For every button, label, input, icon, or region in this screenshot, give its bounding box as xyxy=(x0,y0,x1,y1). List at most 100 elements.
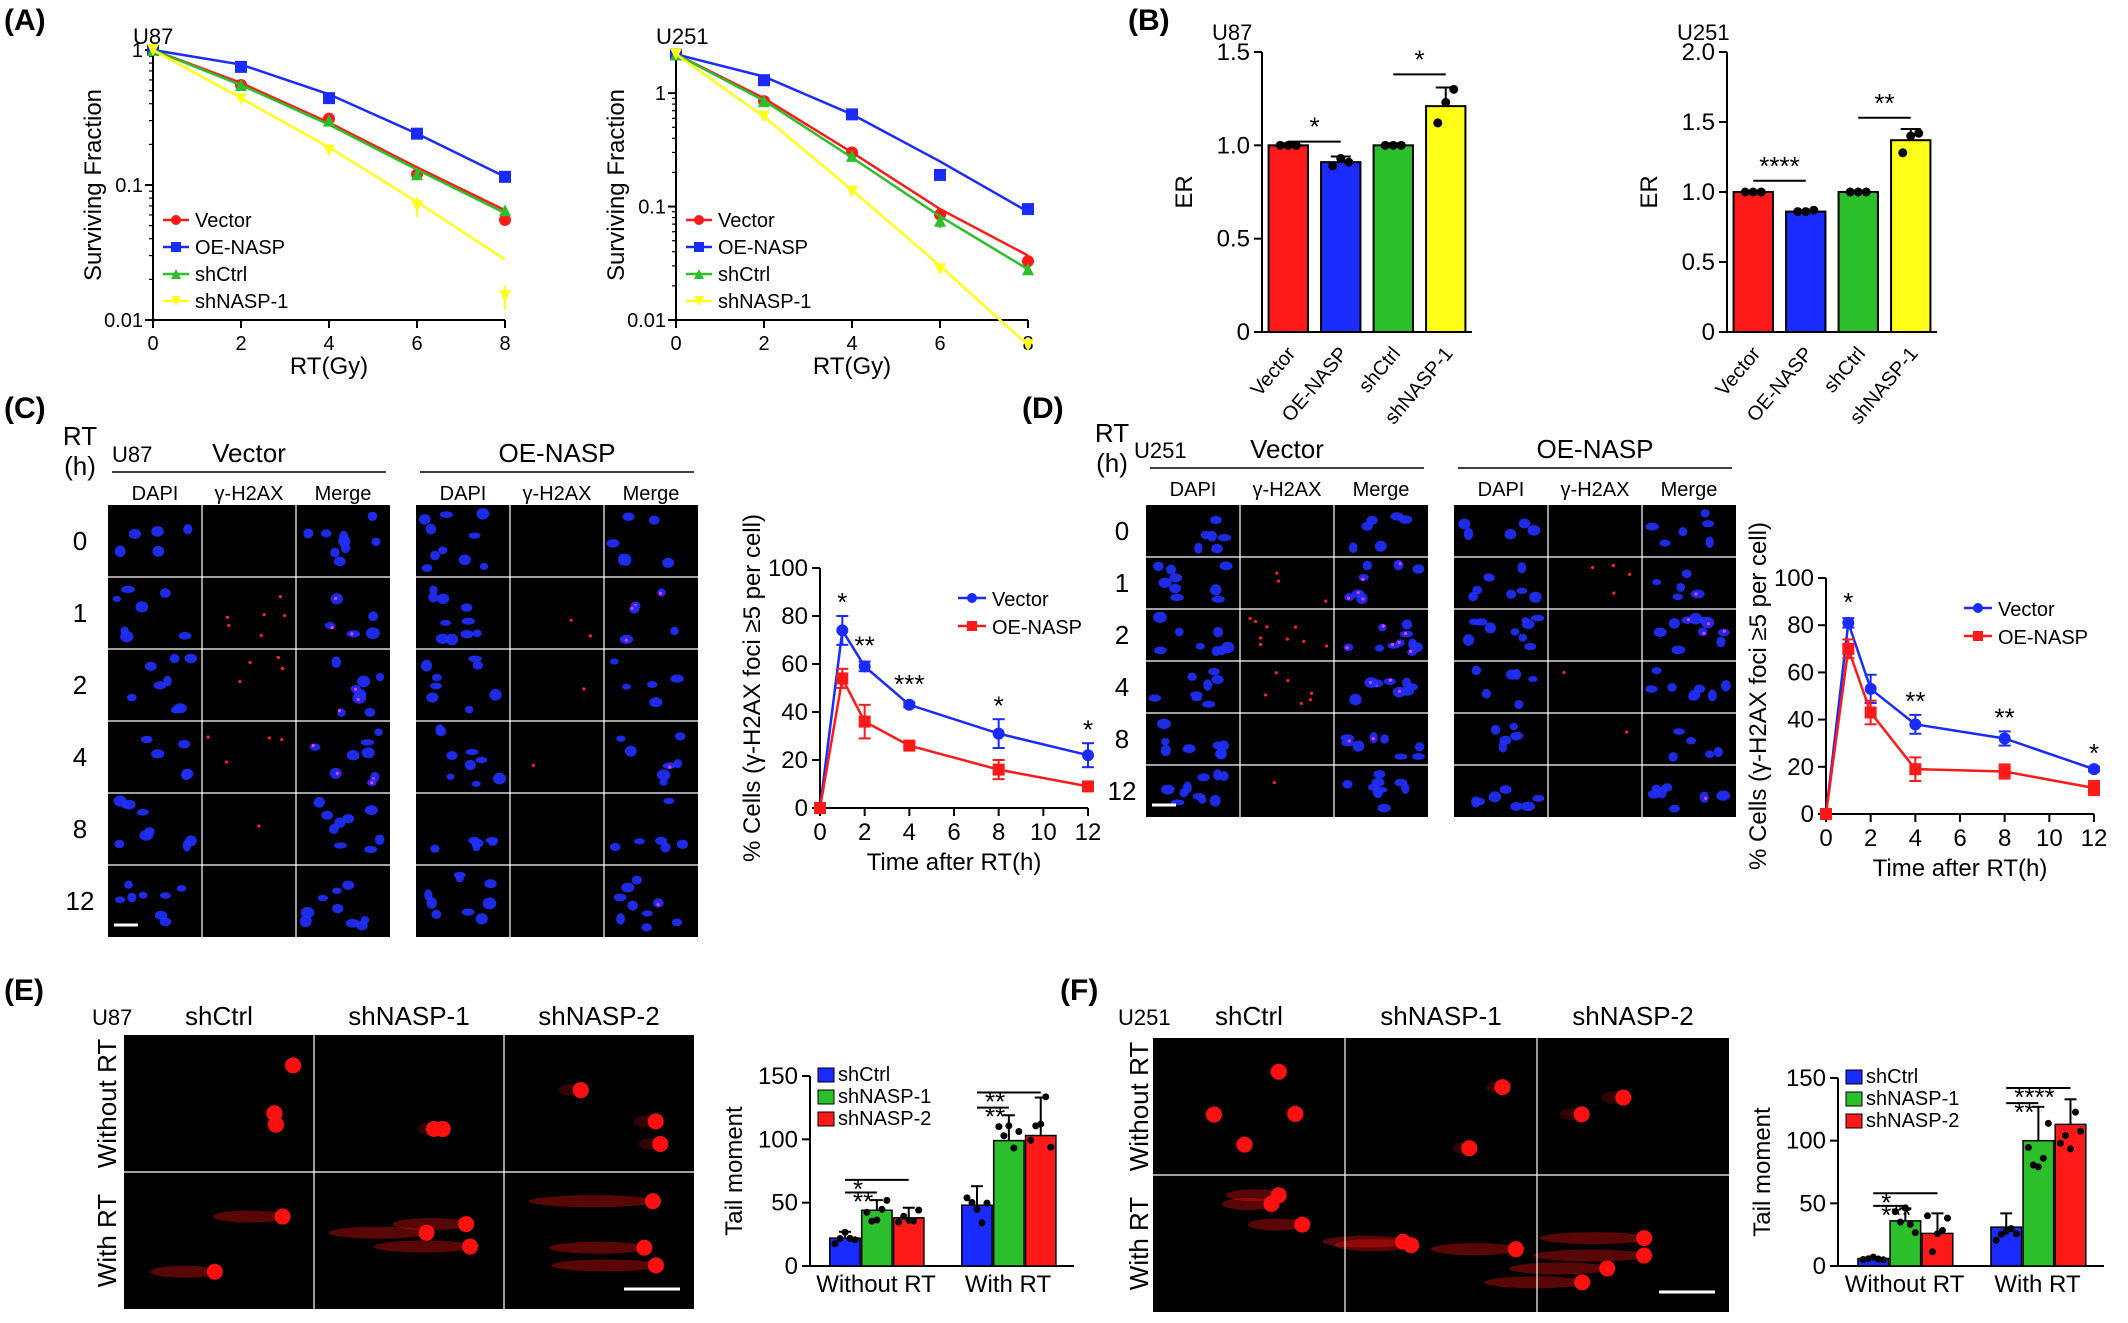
cell-line-label: U251 xyxy=(1677,20,1730,45)
y-tick-label: 0 xyxy=(1813,1253,1826,1280)
nucleus xyxy=(606,539,620,548)
nucleus xyxy=(465,748,479,756)
foci xyxy=(1397,640,1401,645)
if-oe-nasp-image-cell xyxy=(613,875,683,932)
if-vector-image-cell xyxy=(126,653,198,714)
nucleus xyxy=(624,745,637,757)
data-point-shctrl xyxy=(411,168,423,181)
if-vector-image-cell xyxy=(1343,619,1423,656)
nucleus xyxy=(1394,753,1408,760)
nucleus xyxy=(1377,803,1391,813)
foci xyxy=(1347,596,1351,600)
nucleus xyxy=(1668,618,1680,629)
foci xyxy=(330,625,334,630)
bar-shnasp-1 xyxy=(1425,105,1467,333)
replicate-point xyxy=(1809,205,1819,215)
if-vector-image-cell xyxy=(1248,616,1329,648)
nucleus xyxy=(440,619,451,626)
nucleus xyxy=(1672,593,1684,601)
nucleus xyxy=(426,692,439,703)
legend-marker xyxy=(171,242,181,252)
nucleus xyxy=(368,611,379,622)
y-axis-label: ER xyxy=(1171,175,1198,208)
nucleus xyxy=(446,750,458,761)
nucleus xyxy=(1673,728,1685,735)
comet-head xyxy=(1287,1105,1304,1122)
nucleus xyxy=(1483,573,1494,582)
if-vector-image-cell xyxy=(1148,667,1224,708)
foci xyxy=(280,666,285,671)
foci xyxy=(656,903,660,907)
replicate-point xyxy=(1801,207,1811,217)
nucleus xyxy=(622,683,631,690)
nucleus xyxy=(460,603,473,612)
nucleus xyxy=(1187,672,1197,681)
nucleus xyxy=(364,845,378,854)
nucleus xyxy=(1474,618,1488,626)
legend-swatch xyxy=(817,1089,835,1105)
nucleus xyxy=(1211,675,1224,685)
nucleus xyxy=(112,595,122,602)
comet-head xyxy=(1270,1187,1287,1204)
nucleus xyxy=(1216,645,1227,656)
nucleus xyxy=(367,511,378,521)
replicate-point xyxy=(978,1219,986,1227)
nucleus xyxy=(1211,543,1223,554)
panel-label-b: (B) xyxy=(1128,4,1170,37)
nucleus xyxy=(472,660,484,670)
nucleus xyxy=(346,750,360,761)
comet-tail xyxy=(1226,1189,1283,1202)
replicate-point xyxy=(2024,1144,2032,1152)
significance-label: * xyxy=(1843,587,1853,617)
nucleus xyxy=(1678,527,1688,537)
nucleus xyxy=(634,838,645,845)
foci xyxy=(1285,637,1289,641)
nucleus xyxy=(431,909,442,919)
comet-tail xyxy=(1221,1197,1276,1210)
data-point-shctrl xyxy=(846,149,858,162)
nucleus xyxy=(1463,528,1474,540)
legend-label: shCtrl xyxy=(1866,1066,1918,1088)
nucleus xyxy=(330,547,340,558)
nucleus xyxy=(1161,737,1170,746)
replicate-point xyxy=(1861,187,1871,197)
comet-tail xyxy=(213,1210,287,1223)
nucleus xyxy=(320,529,332,538)
foci xyxy=(335,771,340,775)
if-oe-nasp-image-cell xyxy=(1625,730,1629,734)
column-label: shNASP-2 xyxy=(1572,1001,1693,1031)
replicate-point xyxy=(995,1123,1003,1131)
nucleus xyxy=(1532,794,1545,802)
comet-head xyxy=(1494,1079,1511,1096)
replicate-point xyxy=(1380,140,1390,150)
if-oe-nasp-image-cell xyxy=(424,871,497,925)
comet-head xyxy=(1270,1063,1287,1080)
nucleus xyxy=(1645,522,1660,531)
bar-shctrl xyxy=(1372,144,1414,333)
replicate-point xyxy=(878,1205,886,1213)
data-point-oe-nasp xyxy=(1082,780,1094,793)
if-oe-nasp-image-cell xyxy=(1645,667,1731,702)
y-tick-label: 0 xyxy=(1237,319,1250,346)
foci xyxy=(238,679,242,684)
comet-panel-u251: U251 shCtrl shNASP-1 shNASP-2 Without RT With… xyxy=(1118,1001,1729,1312)
nucleus xyxy=(1510,731,1524,741)
column-label: shCtrl xyxy=(185,1001,253,1031)
replicate-point xyxy=(1042,1093,1050,1101)
group-label: OE-NASP xyxy=(498,438,615,468)
foci xyxy=(582,687,586,691)
replicate-point xyxy=(2076,1127,2084,1135)
y-tick-label: 50 xyxy=(1799,1190,1826,1217)
bar-shnasp-1 xyxy=(1890,139,1932,333)
x-tick-label: 8 xyxy=(992,819,1005,846)
nucleus xyxy=(184,653,198,664)
nucleus xyxy=(476,508,490,520)
y-tick-label: 0 xyxy=(1801,801,1814,828)
nucleus xyxy=(1349,693,1362,706)
if-vector-image-cell xyxy=(112,585,192,643)
foci-chart-u251: 0 20 40 60 80 100 0 2 4 6 8 10 12 Time after RT(h) % C… xyxy=(1745,522,2107,882)
nucleus xyxy=(329,767,342,779)
nucleus xyxy=(1528,675,1538,683)
if-oe-nasp-image-cell xyxy=(1458,518,1541,540)
nucleus xyxy=(616,913,626,925)
